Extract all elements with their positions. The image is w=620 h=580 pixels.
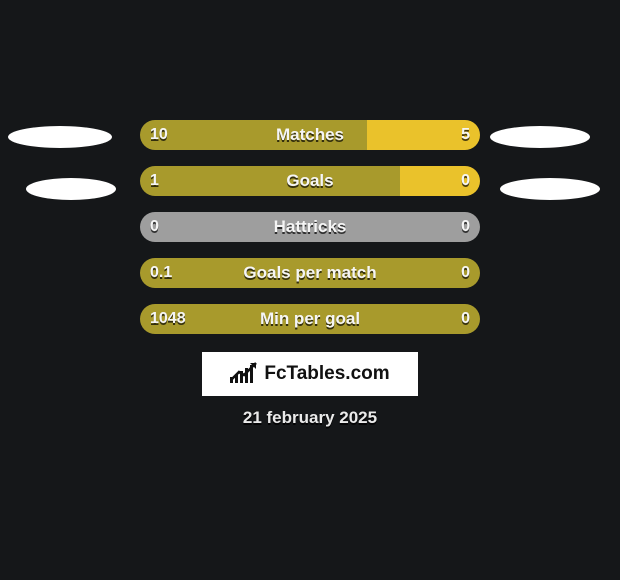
stat-bar-left: [140, 120, 367, 150]
stat-row: Goals per match0.10: [0, 258, 620, 288]
stat-bar-left: [140, 212, 480, 242]
stats-bars: Matches105Goals10Hattricks00Goals per ma…: [0, 120, 620, 350]
stat-value-left: 10: [150, 120, 168, 150]
stat-bar-track: [140, 120, 480, 150]
stat-row: Goals10: [0, 166, 620, 196]
stat-bar-left: [140, 166, 400, 196]
stat-bar-track: [140, 304, 480, 334]
stat-value-left: 1: [150, 166, 159, 196]
stat-value-right: 0: [461, 258, 470, 288]
logo-chart-icon: [230, 363, 258, 385]
fctables-logo[interactable]: FcTables.com: [202, 352, 418, 396]
date-text: 21 february 2025: [0, 408, 620, 428]
stat-bar-track: [140, 166, 480, 196]
stat-value-right: 0: [461, 304, 470, 334]
stat-value-right: 0: [461, 212, 470, 242]
stat-row: Matches105: [0, 120, 620, 150]
stat-bar-left: [140, 304, 480, 334]
stat-bar-track: [140, 258, 480, 288]
stat-value-left: 0: [150, 212, 159, 242]
stat-bar-left: [140, 258, 480, 288]
logo-text: FcTables.com: [264, 363, 389, 385]
stat-value-right: 5: [461, 120, 470, 150]
stat-value-left: 0.1: [150, 258, 172, 288]
stat-bar-track: [140, 212, 480, 242]
stat-row: Min per goal10480: [0, 304, 620, 334]
stat-value-right: 0: [461, 166, 470, 196]
stat-value-left: 1048: [150, 304, 186, 334]
stat-row: Hattricks00: [0, 212, 620, 242]
